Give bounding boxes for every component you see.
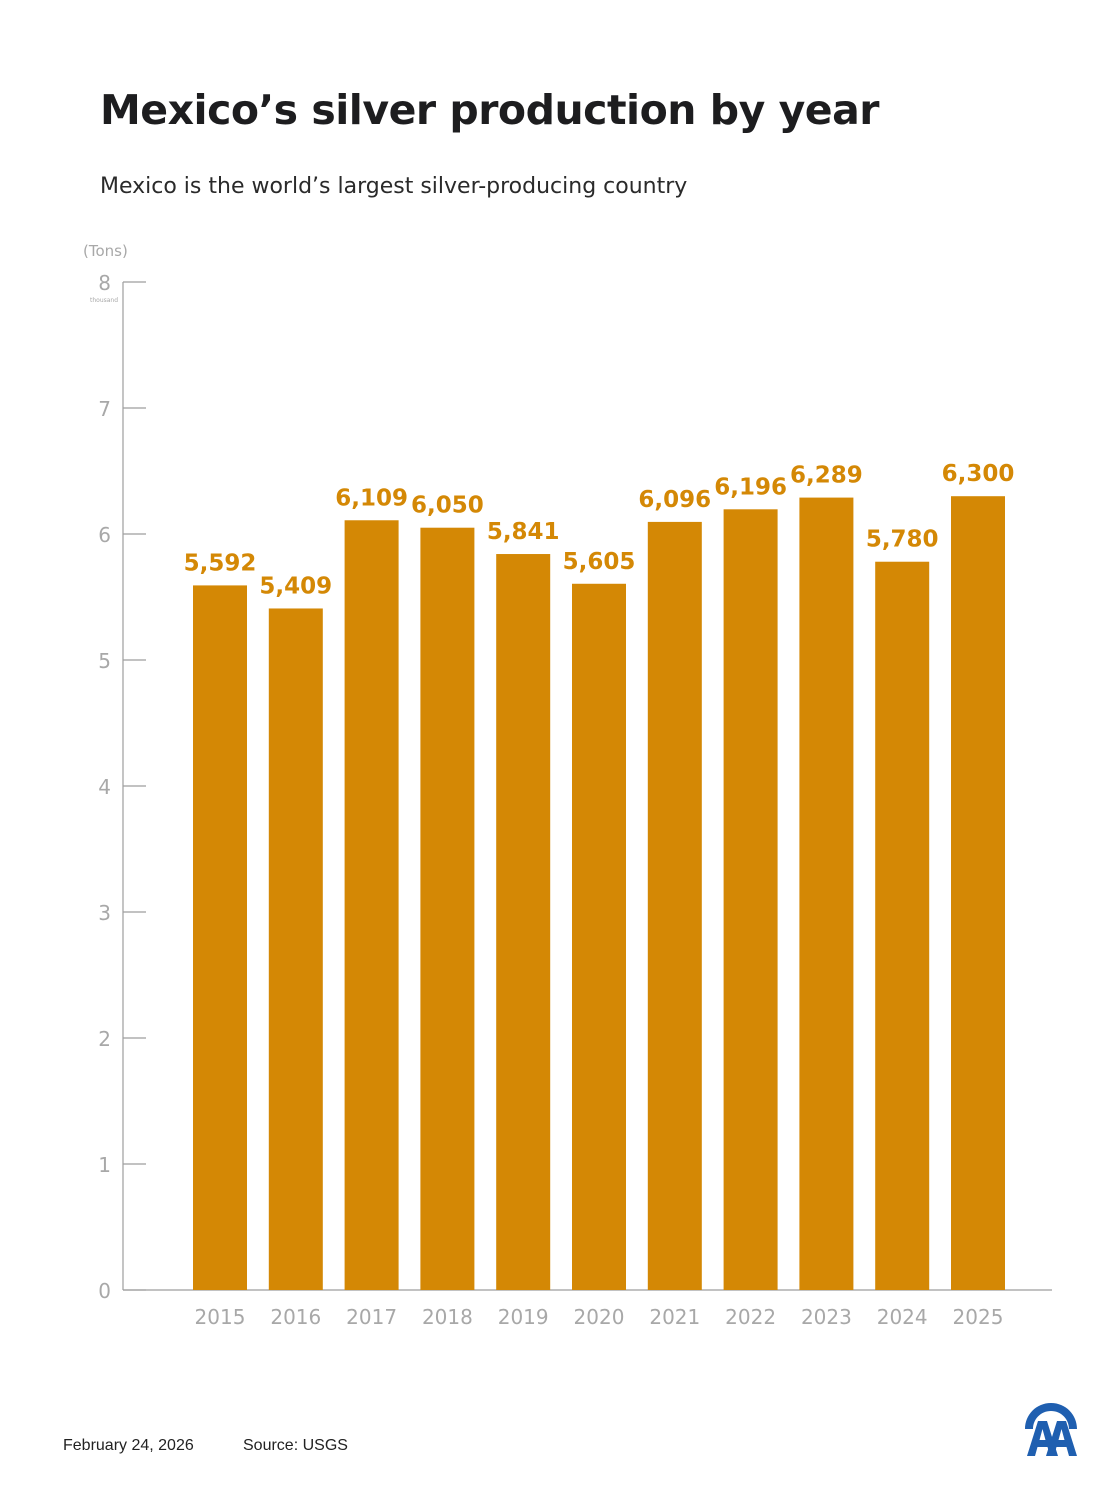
bar: [496, 554, 551, 1290]
x-tick-label: 2025: [953, 1305, 1004, 1329]
bar-value-label: 6,289: [790, 463, 863, 489]
x-tick-label: 2024: [877, 1305, 928, 1329]
x-tick-label: 2019: [498, 1305, 549, 1329]
x-tick-label: 2017: [346, 1305, 397, 1329]
y-tick-label: 1: [98, 1153, 111, 1177]
bar-value-label: 5,841: [487, 519, 560, 545]
y-tick-label: 8: [98, 271, 111, 295]
x-tick-label: 2020: [574, 1305, 625, 1329]
bar-value-label: 5,605: [563, 549, 636, 575]
y-tick-label: 7: [98, 397, 111, 421]
bar: [193, 585, 247, 1290]
bar-value-label: 5,780: [866, 527, 939, 553]
y-tick-label: 5: [98, 649, 111, 673]
bar-value-label: 6,300: [942, 461, 1015, 487]
source-note: Source: USGS: [243, 1437, 348, 1454]
bar-value-label: 6,196: [714, 474, 787, 500]
y-unit-label: (Tons): [83, 242, 128, 260]
y-tick-label: 3: [98, 901, 111, 925]
bar: [647, 521, 702, 1290]
y-scale-label: thousand: [90, 297, 118, 304]
y-tick-label: 6: [98, 523, 111, 547]
x-tick-label: 2021: [649, 1305, 700, 1329]
bar: [420, 527, 475, 1290]
bar: [875, 561, 930, 1290]
bar-value-label: 6,109: [335, 485, 408, 511]
bar-value-label: 6,050: [411, 493, 484, 519]
y-tick-label: 4: [98, 775, 111, 799]
bar-value-label: 5,409: [259, 573, 332, 599]
bar-value-label: 5,592: [184, 550, 257, 576]
aa-logo-icon: [1022, 1400, 1080, 1462]
bar: [723, 509, 778, 1291]
chart-title: Mexico’s silver production by year: [100, 86, 880, 134]
x-tick-label: 2015: [195, 1305, 246, 1329]
y-tick-label: 2: [98, 1027, 111, 1051]
bar: [344, 520, 399, 1290]
x-tick-label: 2016: [270, 1305, 321, 1329]
bar: [268, 608, 323, 1290]
y-tick-label: 0: [98, 1279, 111, 1303]
bar: [799, 497, 854, 1290]
chart-subtitle: Mexico is the world’s largest silver-pro…: [100, 174, 688, 199]
bar: [951, 496, 1005, 1290]
x-tick-label: 2018: [422, 1305, 473, 1329]
x-tick-label: 2022: [725, 1305, 776, 1329]
x-tick-label: 2023: [801, 1305, 852, 1329]
bar-value-label: 6,096: [638, 487, 711, 513]
publication-date: February 24, 2026: [63, 1437, 194, 1454]
bar-chart: (Tons) 0 1 2 3 4 5 6 7 8 thousand 5,592 2015 5,409 201…: [83, 242, 1052, 1329]
bar: [572, 583, 626, 1290]
